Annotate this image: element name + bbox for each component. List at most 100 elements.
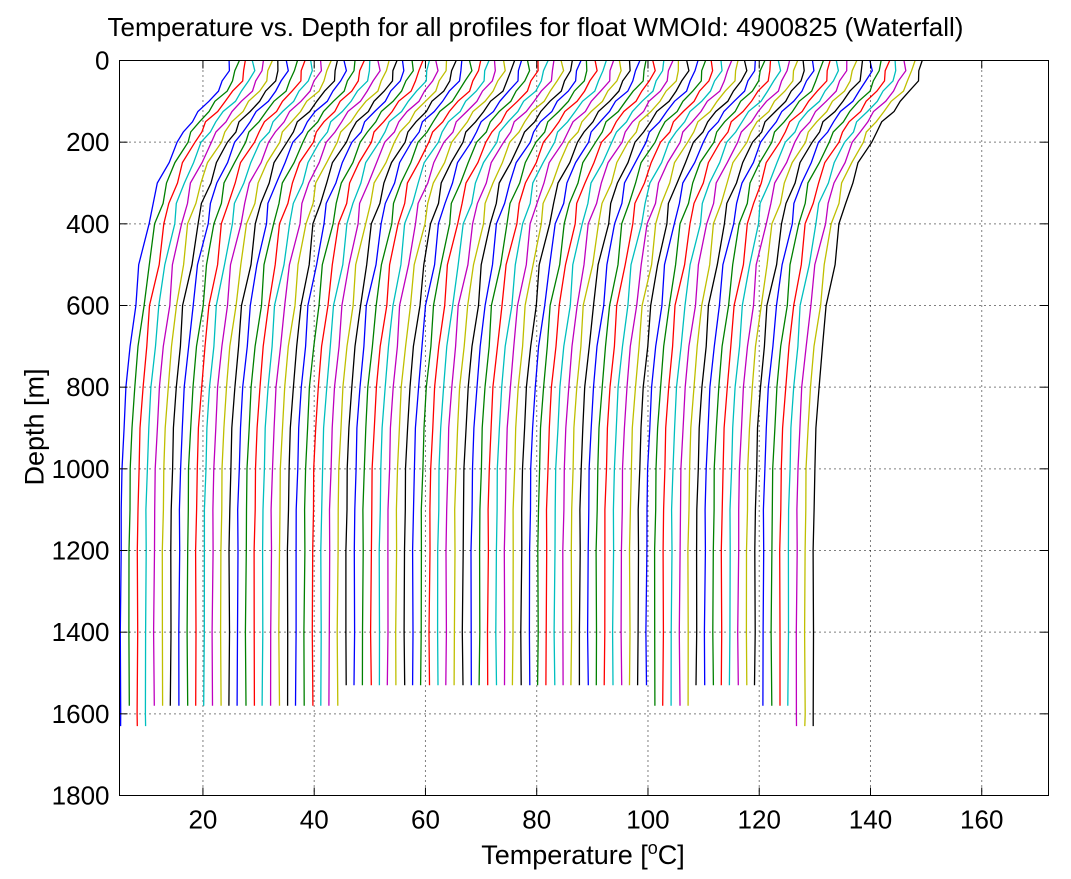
- profile-line: [737, 60, 848, 686]
- profile-line: [161, 60, 273, 706]
- profile-line: [662, 60, 772, 706]
- profile-line: [536, 60, 647, 686]
- x-tick-label: 60: [411, 805, 440, 835]
- x-tick-label: 40: [300, 805, 329, 835]
- profile-line: [703, 60, 815, 686]
- profile-line: [645, 60, 756, 686]
- profile-line: [745, 60, 858, 686]
- profile-line: [144, 60, 256, 727]
- profile-line: [203, 60, 313, 706]
- axes-background: [119, 60, 1049, 796]
- profile-line: [286, 60, 398, 706]
- profile-line: [620, 60, 733, 686]
- profile-line: [495, 60, 607, 686]
- profile-line: [169, 60, 279, 706]
- profile-line: [303, 60, 414, 706]
- profile-line: [461, 60, 573, 686]
- profile-line: [353, 60, 463, 686]
- profile-line: [219, 60, 332, 706]
- profile-line: [378, 60, 490, 686]
- profile-line: [653, 60, 766, 706]
- profile-line: [453, 60, 565, 686]
- profile-line: [186, 60, 299, 706]
- y-tick-label: 1400: [52, 617, 110, 647]
- profile-line: [261, 60, 371, 706]
- profile-line: [320, 60, 431, 706]
- profile-line: [119, 60, 231, 727]
- x-tick-label: 100: [626, 805, 669, 835]
- profile-line: [728, 60, 840, 686]
- profile-line: [369, 60, 482, 686]
- profile-line: [419, 60, 531, 686]
- x-axis-label-superscript: o: [647, 838, 658, 858]
- profile-line: [578, 60, 690, 686]
- profile-line: [311, 60, 424, 706]
- profile-line: [411, 60, 523, 686]
- profile-line: [478, 60, 588, 686]
- profile-line: [178, 60, 289, 706]
- profile-line: [520, 60, 631, 686]
- profile-line: [194, 60, 306, 706]
- profile-line: [345, 60, 457, 686]
- profile-line: [278, 60, 390, 706]
- profile-line: [795, 60, 907, 727]
- profile-line: [228, 60, 339, 706]
- profile-line: [503, 60, 615, 686]
- profile-line: [269, 60, 381, 706]
- y-tick-labels: 0 200 400 600 800 1000 1200 1400 1600 1800: [52, 46, 110, 811]
- y-tick-label: 800: [66, 372, 109, 402]
- x-tick-label: 160: [960, 805, 1003, 835]
- profile-line: [636, 60, 748, 686]
- profile-line: [553, 60, 665, 686]
- profile-line: [236, 60, 348, 706]
- profile-line: [445, 60, 555, 686]
- profile-line: [136, 60, 246, 727]
- profile-line: [603, 60, 714, 686]
- y-tick-label: 0: [95, 46, 109, 76]
- x-tick-labels: 20 40 60 80 100 120 140 160: [188, 805, 1003, 835]
- profile-line: [128, 60, 240, 706]
- profile-line: [211, 60, 323, 706]
- x-axis-label: Temperature [oC]: [481, 838, 685, 871]
- y-tick-label: 200: [66, 127, 109, 157]
- profile-line: [403, 60, 516, 686]
- profile-line: [328, 60, 439, 706]
- profile-line: [787, 60, 897, 706]
- x-tick-label: 120: [738, 805, 781, 835]
- profile-line: [812, 60, 923, 727]
- profile-line: [511, 60, 622, 686]
- profile-line: [294, 60, 405, 706]
- profile-line: [762, 60, 873, 706]
- profile-line: [545, 60, 656, 686]
- profile-line: [611, 60, 723, 686]
- profile-line: [770, 60, 882, 706]
- profile-line: [486, 60, 598, 686]
- x-axis-label-suffix: C]: [657, 840, 685, 870]
- chart-title: Temperature vs. Depth for all profiles f…: [107, 12, 964, 42]
- y-tick-label: 1200: [52, 536, 110, 566]
- tick-marks: [119, 60, 1049, 796]
- profile-line: [586, 60, 699, 686]
- profile-line: [695, 60, 805, 686]
- y-tick-label: 600: [66, 291, 109, 321]
- profile-line: [720, 60, 831, 686]
- profile-line: [570, 60, 680, 686]
- profile-line: [712, 60, 825, 686]
- profile-line: [595, 60, 707, 686]
- profile-line: [361, 60, 473, 686]
- profile-line: [753, 60, 864, 686]
- x-tick-label: 80: [522, 805, 551, 835]
- profile-line: [395, 60, 506, 686]
- profile-line: [152, 60, 265, 706]
- y-axis-label: Depth [m]: [19, 368, 50, 486]
- y-tick-label: 1800: [52, 781, 110, 811]
- profile-line: [470, 60, 582, 686]
- axes-frame: [119, 60, 1049, 796]
- profile-line: [678, 60, 791, 706]
- profile-line: [244, 60, 356, 706]
- profile-line: [386, 60, 496, 686]
- profile-line: [779, 60, 891, 706]
- profile-line: [336, 60, 448, 706]
